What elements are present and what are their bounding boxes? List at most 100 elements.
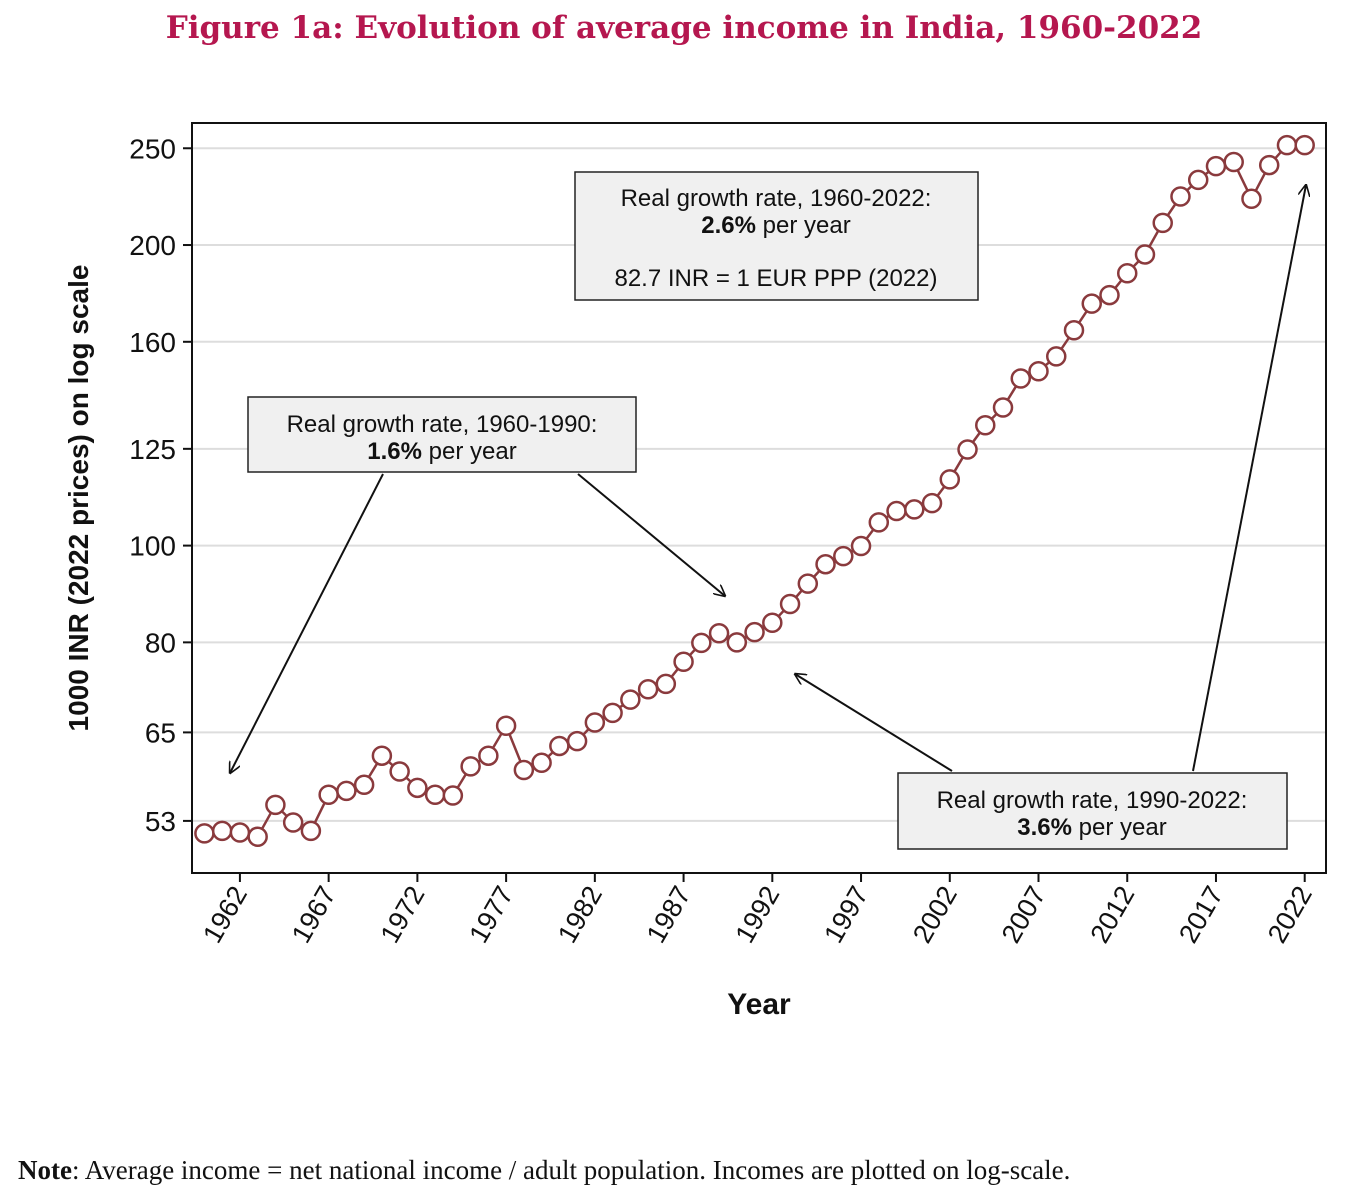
data-point	[1223, 151, 1244, 173]
data-point	[1028, 360, 1049, 382]
data-point	[371, 745, 393, 766]
data-point	[353, 774, 375, 796]
data-point	[1116, 262, 1138, 284]
data-point	[1046, 346, 1067, 367]
x-axis: 1962 1967 1972 1977 1982 1987 1992 1997 2002 2007…	[197, 873, 1318, 948]
data-point	[407, 777, 428, 799]
annotation-box	[574, 171, 979, 301]
income-series	[194, 134, 1315, 847]
data-point	[726, 632, 748, 653]
data-point	[992, 397, 1014, 418]
note-text: : Average income = net national income /…	[71, 1155, 1071, 1185]
x-tick-label: 2017	[1173, 881, 1229, 948]
data-point	[673, 651, 694, 673]
y-tick-label: 65	[145, 717, 176, 748]
data-point	[478, 745, 499, 766]
data-point	[957, 439, 978, 460]
x-tick-label: 2012	[1084, 881, 1140, 948]
annotation-rate: 3.6% per year	[1017, 814, 1166, 841]
data-point	[442, 785, 464, 806]
annotation-arrow	[795, 674, 953, 772]
data-point	[247, 826, 268, 847]
y-axis-label: 1000 INR (2022 prices) on log scale	[63, 265, 94, 732]
data-point	[1187, 169, 1209, 191]
data-point	[708, 622, 730, 644]
y-axis: 53 65 80 100 125 160 200 250	[129, 133, 192, 837]
y-tick-label: 250	[129, 133, 176, 164]
data-point	[1294, 134, 1315, 156]
x-tick-label: 1982	[552, 881, 608, 948]
annotation-rate: 2.6% per year	[701, 212, 850, 239]
data-point	[1205, 155, 1227, 177]
y-tick-label: 100	[129, 531, 176, 562]
data-point	[637, 679, 659, 700]
data-point	[1010, 368, 1032, 389]
annotation-arrow	[1192, 185, 1306, 772]
data-point	[336, 780, 357, 802]
data-point	[211, 820, 233, 842]
data-point	[1063, 320, 1085, 341]
line-chart: 53 65 80 100 125 160 200 250 1962 1967 1972 1977 19…	[63, 122, 1327, 1021]
data-point	[265, 794, 286, 816]
data-point	[1276, 134, 1298, 156]
annotation-1960-2022: Real growth rate, 1960-2022: 2.6% per ye…	[574, 171, 979, 301]
data-point	[229, 822, 251, 843]
data-point	[194, 823, 215, 844]
x-tick-label: 2022	[1262, 881, 1318, 948]
x-tick-label: 1992	[729, 881, 785, 948]
data-point	[1170, 186, 1191, 207]
annotation-line: Real growth rate, 1960-1990:	[287, 411, 598, 438]
gridlines	[192, 147, 1326, 822]
y-tick-label: 125	[129, 434, 176, 465]
annotation-arrow	[577, 473, 725, 596]
y-tick-label: 160	[129, 327, 176, 358]
x-tick-label: 1972	[375, 881, 431, 948]
annotation-box	[247, 396, 637, 473]
annotation-line: 82.7 INR = 1 EUR PPP (2022)	[614, 265, 937, 292]
y-tick-label: 200	[129, 230, 176, 261]
data-point	[904, 499, 925, 520]
annotation-box	[897, 772, 1288, 850]
data-point	[566, 730, 588, 752]
data-point	[549, 735, 570, 757]
data-point	[300, 820, 322, 842]
y-tick-label: 53	[145, 806, 176, 837]
data-point	[655, 673, 677, 695]
page-title: Figure 1a: Evolution of average income i…	[165, 10, 1203, 46]
data-point	[620, 689, 641, 710]
data-point	[744, 621, 765, 643]
y-tick-label: 80	[145, 627, 176, 658]
data-point	[584, 712, 606, 733]
x-tick-label: 1977	[463, 881, 519, 948]
data-point	[833, 545, 854, 567]
data-point	[939, 469, 961, 490]
data-point	[282, 812, 304, 833]
data-point	[868, 512, 890, 533]
x-axis-label: Year	[727, 988, 791, 1021]
data-point	[762, 612, 783, 634]
data-point	[921, 492, 943, 514]
x-tick-label: 1962	[197, 881, 253, 948]
data-point	[886, 500, 907, 522]
data-point	[495, 715, 517, 737]
data-point	[1241, 188, 1262, 210]
x-tick-label: 1997	[818, 881, 874, 948]
annotation-line: Real growth rate, 1960-2022:	[621, 185, 932, 212]
annotation-1990-2022: Real growth rate, 1990-2022: 3.6% per ye…	[795, 185, 1306, 850]
data-point	[513, 759, 535, 781]
plot-frame	[191, 122, 1327, 874]
data-point	[1152, 212, 1173, 234]
data-point	[1099, 284, 1120, 306]
annotation-line: Real growth rate, 1990-2022:	[937, 787, 1248, 814]
data-point	[318, 784, 339, 805]
data-point	[531, 752, 552, 774]
data-point	[1081, 293, 1102, 314]
data-point	[850, 535, 872, 557]
x-tick-label: 1967	[286, 881, 342, 948]
data-point	[602, 702, 623, 724]
note-label: Note	[18, 1155, 72, 1185]
annotation-1960-1990: Real growth rate, 1960-1990: 1.6% per ye…	[230, 396, 725, 773]
data-point	[424, 784, 446, 805]
data-point	[815, 553, 836, 575]
annotation-rate: 1.6% per year	[367, 438, 516, 465]
